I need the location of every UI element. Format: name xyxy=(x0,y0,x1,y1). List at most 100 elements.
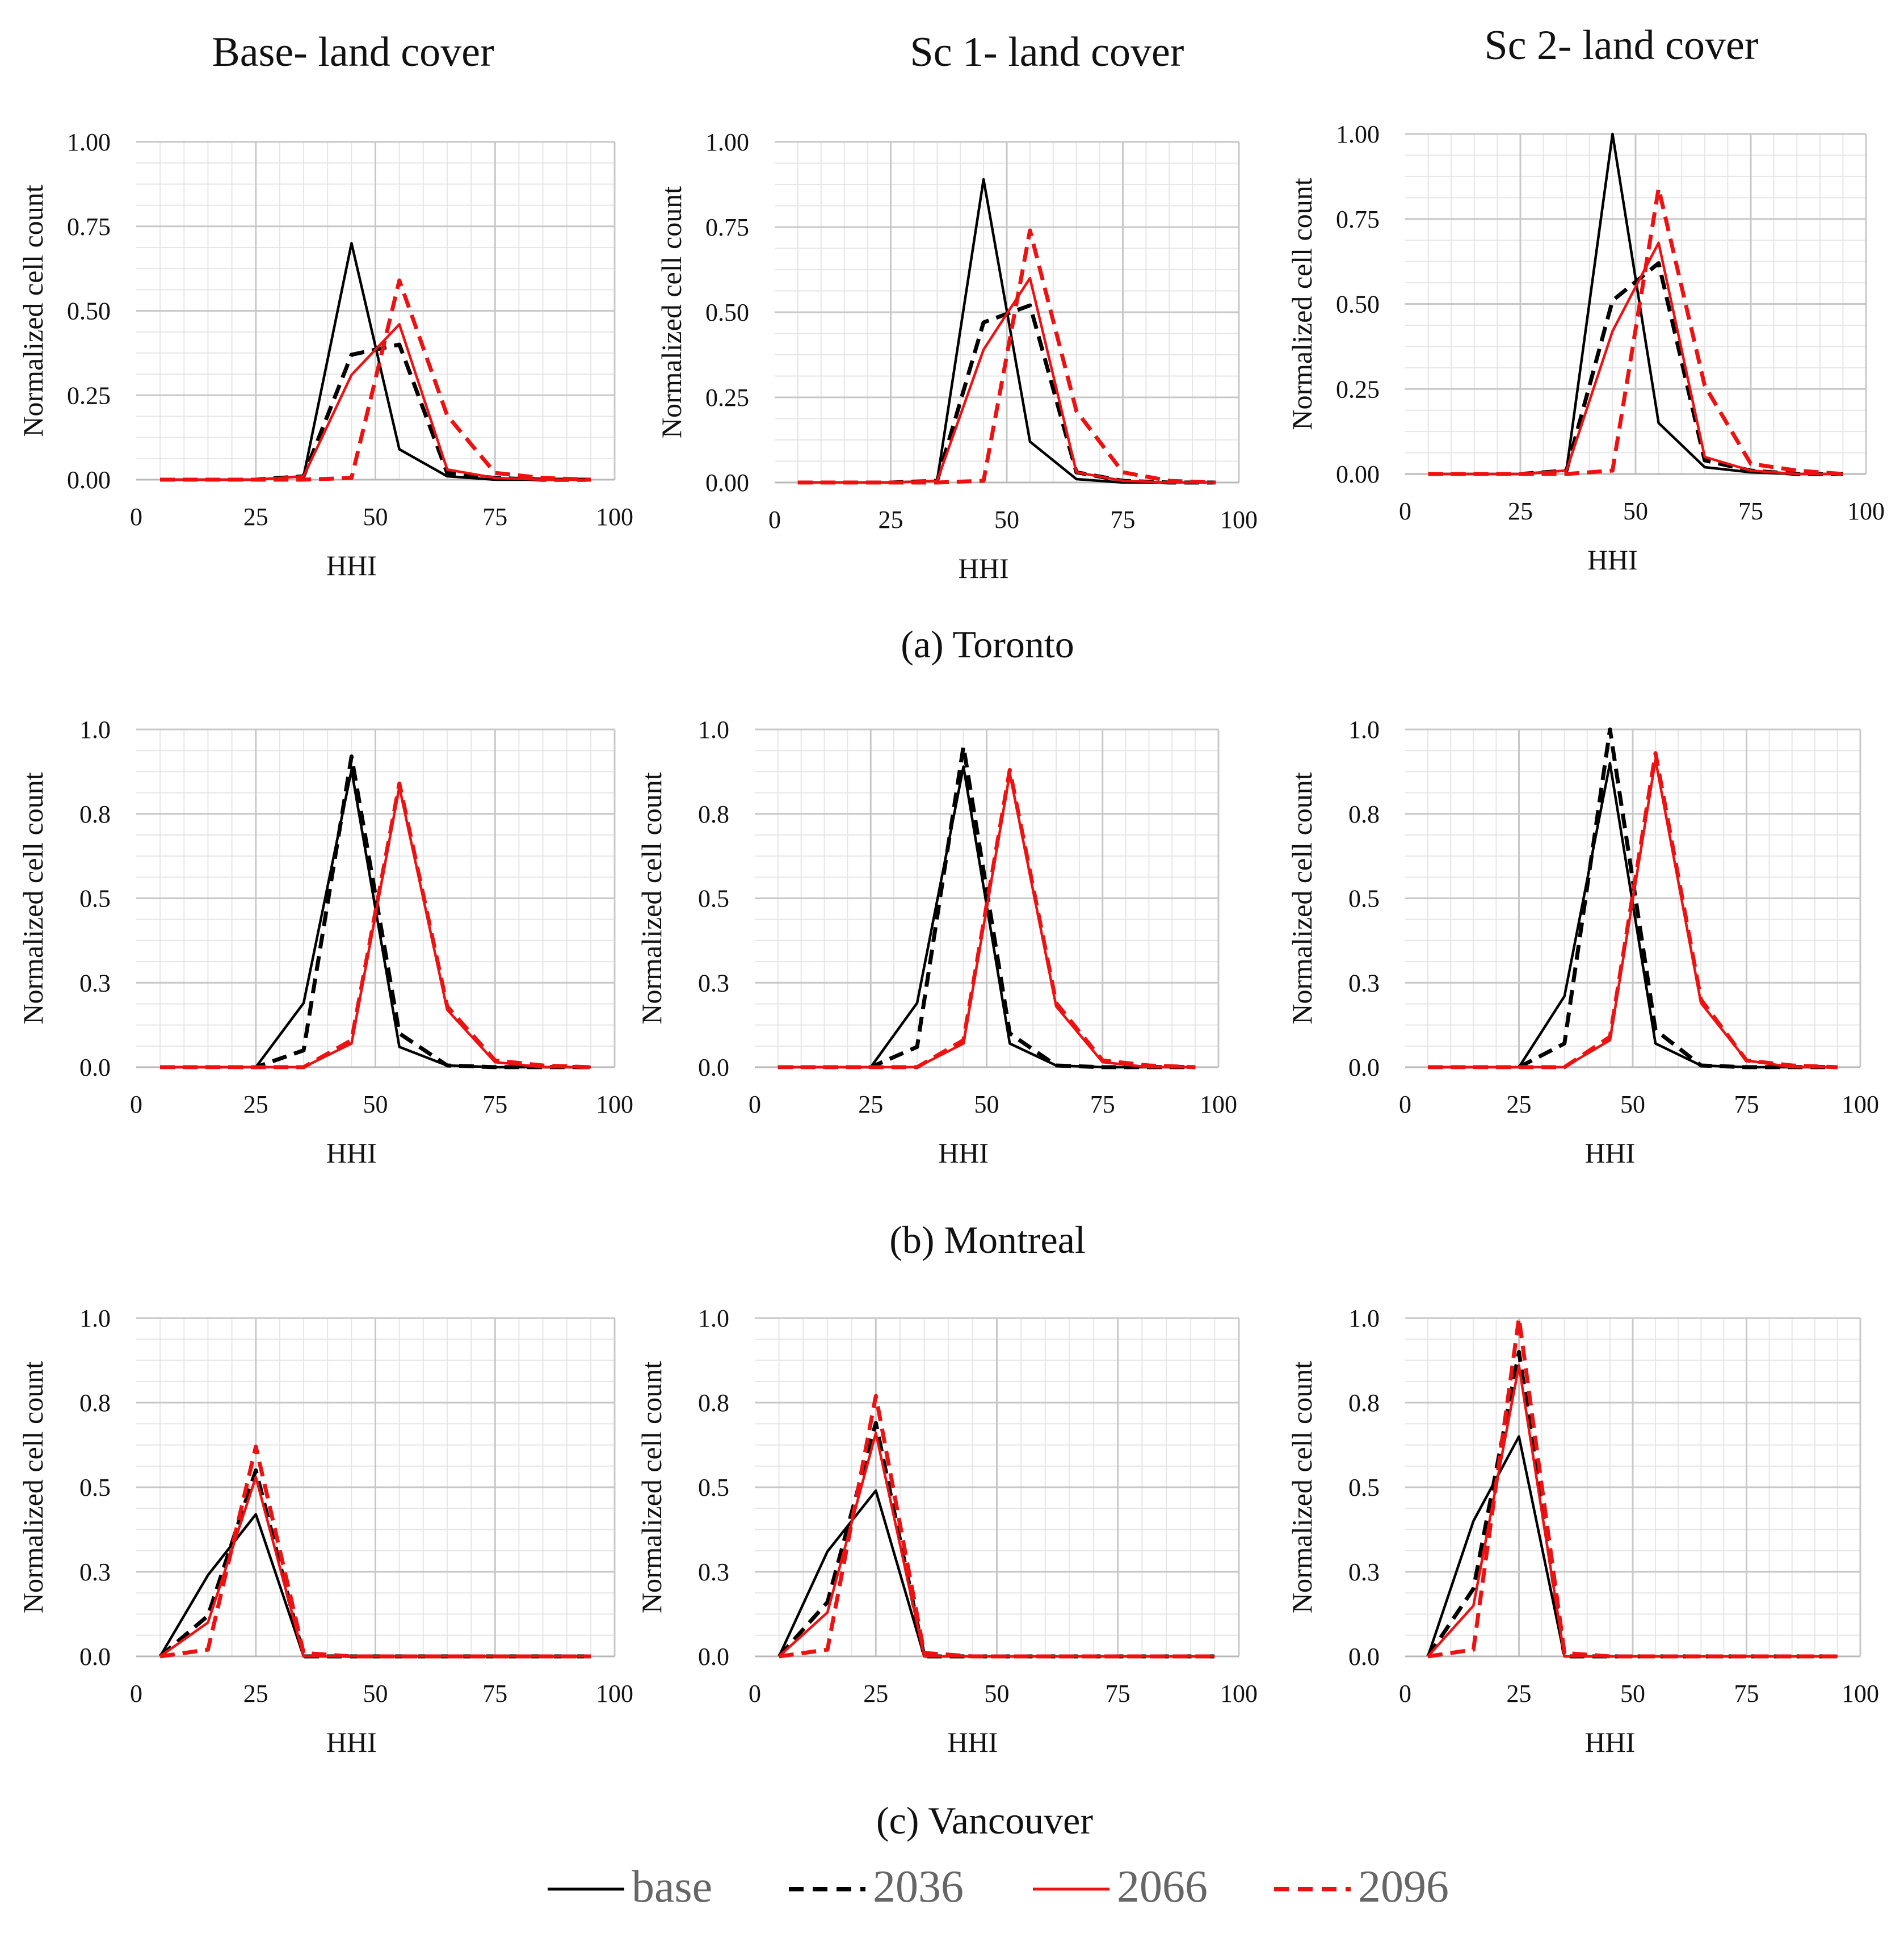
x-tick-label: 75 xyxy=(1734,1680,1759,1707)
x-tick-label: 50 xyxy=(985,1680,1010,1707)
x-tick-label: 50 xyxy=(1623,497,1648,525)
y-tick-label: 0.25 xyxy=(67,381,111,409)
x-tick-label: 25 xyxy=(1507,1090,1532,1118)
chart-panel: 0 25 50 75 100 0.0 0.3 0.5 0.8 1.0 HHI Normalized c… xyxy=(636,1304,1258,1758)
x-tick-label: 100 xyxy=(1842,1680,1879,1707)
y-tick-label: 0.8 xyxy=(698,800,729,828)
y-tick-label: 0.0 xyxy=(698,1054,729,1081)
x-tick-label: 0 xyxy=(768,506,781,534)
major-gridlines xyxy=(136,141,616,480)
caption-montreal: (b) Montreal xyxy=(889,1218,1086,1261)
x-tick-label: 75 xyxy=(482,1090,507,1118)
legend-label: base xyxy=(632,1862,712,1912)
chart-panel: 0 25 50 75 100 0.00 0.25 0.50 0.75 1.00 HHI Normali… xyxy=(655,128,1258,584)
y-tick-label: 0.0 xyxy=(698,1643,729,1671)
y-tick-label: 0.3 xyxy=(698,969,729,997)
y-axis-title: Normalized cell count xyxy=(636,1361,667,1613)
y-tick-label: 0.50 xyxy=(705,299,749,326)
x-tick-label: 0 xyxy=(1399,1680,1411,1707)
x-tick-label: 25 xyxy=(243,503,268,531)
y-tick-label: 1.0 xyxy=(698,716,729,744)
y-axis-title: Normalized cell count xyxy=(636,772,667,1024)
chart-panel: 0 25 50 75 100 0.0 0.3 0.5 0.8 1.0 HHI Normalized c… xyxy=(636,716,1237,1169)
x-tick-label: 0 xyxy=(1399,1090,1411,1118)
y-tick-label: 0.8 xyxy=(698,1389,729,1417)
x-tick-label: 100 xyxy=(1842,1090,1879,1118)
y-tick-label: 0.3 xyxy=(1348,969,1380,997)
y-tick-label: 1.0 xyxy=(698,1304,729,1332)
x-tick-label: 75 xyxy=(1106,1680,1130,1707)
x-tick-label: 50 xyxy=(363,1090,388,1118)
x-tick-label: 75 xyxy=(1111,506,1136,534)
y-tick-label: 0.25 xyxy=(705,384,749,412)
x-tick-label: 100 xyxy=(596,1090,633,1118)
x-tick-label: 0 xyxy=(130,503,142,531)
x-tick-label: 0 xyxy=(130,1090,142,1118)
legend-label: 2066 xyxy=(1117,1862,1208,1912)
chart-panels: 0 25 50 75 1000.000.250.500.751.00HHINormali… xyxy=(17,120,1885,1758)
x-tick-label: 25 xyxy=(879,506,903,534)
x-tick-label: 100 xyxy=(1220,506,1258,534)
chart-panel: 0 25 50 75 100 0.0 0.3 0.5 0.8 1.0 HHI Normalized c… xyxy=(1286,1304,1879,1758)
x-tick-label: 0 xyxy=(749,1090,761,1118)
y-tick-label: 0.8 xyxy=(79,800,111,828)
column-title-sc2: Sc 2- land cover xyxy=(1485,22,1759,69)
y-axis-title: Normalized cell count xyxy=(1286,772,1318,1024)
y-tick-label: 0.00 xyxy=(67,466,111,494)
x-tick-label: 0 xyxy=(749,1680,761,1707)
legend-item-2096: 2096 xyxy=(1274,1862,1449,1912)
x-tick-label: 50 xyxy=(363,1680,388,1707)
x-tick-label: 75 xyxy=(482,503,507,531)
y-axis-title: Normalized cell count xyxy=(17,184,49,437)
minor-gridlines xyxy=(136,1318,615,1656)
x-tick-label: 25 xyxy=(858,1090,883,1118)
x-tick-label: 0 xyxy=(130,1680,142,1707)
x-tick-label: 75 xyxy=(1090,1090,1115,1118)
x-tick-label: 75 xyxy=(1738,497,1763,525)
series-line-2096 xyxy=(777,767,1196,1069)
major-gridlines xyxy=(755,1317,1240,1656)
y-tick-label: 1.00 xyxy=(705,128,749,156)
major-gridlines xyxy=(1405,728,1861,1067)
x-tick-label: 75 xyxy=(482,1680,507,1707)
x-tick-label: 100 xyxy=(1847,497,1885,525)
chart-panel: 0 25 50 75 100 0.00 0.25 0.50 0.75 1.00 HHI Normali… xyxy=(17,128,633,581)
y-axis-title: Normalized cell count xyxy=(1286,178,1318,430)
x-tick-label: 50 xyxy=(974,1090,999,1118)
x-tick-label: 100 xyxy=(596,503,633,531)
x-axis-title: HHI xyxy=(326,1726,377,1758)
legend-item-2066: 2066 xyxy=(1033,1862,1208,1912)
y-tick-label: 0.3 xyxy=(79,969,111,997)
chart-panel: 0 25 50 75 100 0.0 0.3 0.5 0.8 1.0 HHI Normalized c… xyxy=(17,1304,633,1758)
legend-label: 2096 xyxy=(1358,1862,1449,1912)
legend-item-base: base xyxy=(548,1862,712,1912)
series-line-2096 xyxy=(797,228,1216,485)
x-tick-label: 100 xyxy=(1200,1090,1237,1118)
x-axis-title: HHI xyxy=(326,1137,377,1169)
x-axis-title: HHI xyxy=(959,552,1009,584)
y-tick-label: 0.50 xyxy=(67,297,111,325)
y-tick-label: 0.3 xyxy=(1348,1558,1380,1586)
series-line-2096 xyxy=(1427,1316,1838,1659)
x-axis-title: HHI xyxy=(938,1137,989,1169)
y-tick-label: 0.8 xyxy=(1348,1389,1380,1417)
y-tick-label: 1.0 xyxy=(1348,716,1380,744)
y-axis-title: Normalized cell count xyxy=(655,186,687,438)
series-line-2096 xyxy=(779,1394,1215,1659)
x-axis-title: HHI xyxy=(326,549,377,581)
column-title-base: Base- land cover xyxy=(212,29,494,75)
y-tick-label: 0.5 xyxy=(698,1474,729,1501)
y-tick-label: 0.0 xyxy=(1348,1054,1380,1081)
y-tick-label: 1.00 xyxy=(1336,120,1380,148)
x-tick-label: 50 xyxy=(363,503,388,531)
column-title-sc1: Sc 1- land cover xyxy=(910,29,1184,75)
x-axis-title: HHI xyxy=(947,1726,998,1758)
y-tick-label: 0.75 xyxy=(705,213,749,241)
major-gridlines xyxy=(755,728,1220,1067)
y-tick-label: 1.0 xyxy=(79,716,111,744)
x-tick-label: 75 xyxy=(1734,1090,1759,1118)
chart-panel: 0 25 50 75 100 0.0 0.3 0.5 0.8 1.0 HHI Normalized c… xyxy=(1286,716,1879,1169)
major-gridlines xyxy=(136,1317,616,1656)
x-axis-title: HHI xyxy=(1584,1137,1635,1169)
